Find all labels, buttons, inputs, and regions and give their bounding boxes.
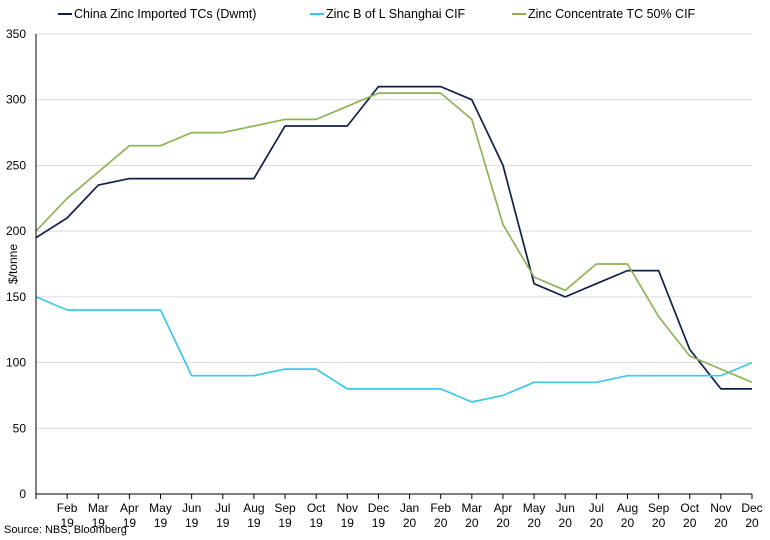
x-tick-label-month: Jun — [182, 501, 201, 515]
x-tick-label-month: Aug — [617, 501, 638, 515]
x-tick-label-month: Nov — [710, 501, 731, 515]
x-tick-label-month: Dec — [368, 501, 389, 515]
x-tick-label-year: 20 — [590, 516, 604, 530]
y-tick-label: 200 — [6, 224, 26, 238]
y-tick-label: 350 — [6, 27, 26, 41]
x-tick-label-month: May — [523, 501, 546, 515]
x-tick-label-year: 20 — [559, 516, 573, 530]
x-tick-label-year: 19 — [216, 516, 230, 530]
x-tick-label-year: 19 — [309, 516, 323, 530]
x-tick-label-year: 20 — [496, 516, 510, 530]
x-axis-ticks: Feb19Mar19Apr19May19Jun19Jul19Aug19Sep19… — [57, 501, 763, 530]
x-tick-label-year: 19 — [185, 516, 199, 530]
x-tick-label-month: Mar — [461, 501, 482, 515]
x-tick-label-month: Jul — [215, 501, 230, 515]
x-tick-label-month: Jul — [589, 501, 604, 515]
x-tick-label-year: 19 — [92, 516, 106, 530]
x-tick-label-year: 20 — [714, 516, 728, 530]
legend: China Zinc Imported TCs (Dwmt) Zinc B of … — [58, 7, 696, 21]
x-tick-label-year: 20 — [465, 516, 479, 530]
x-tick-label-month: Feb — [430, 501, 451, 515]
x-tick-label-month: Apr — [120, 501, 139, 515]
y-tick-label: 300 — [6, 93, 26, 107]
x-tick-label-month: Apr — [494, 501, 513, 515]
y-axis-ticks: 0 50 100 150 200 250 300 350 — [6, 27, 26, 501]
gridlines — [36, 33, 752, 429]
y-axis-title: $/tonne — [6, 244, 20, 284]
x-tick-label-year: 19 — [372, 516, 386, 530]
x-tick-label-month: Sep — [648, 501, 670, 515]
x-tick-label-year: 19 — [60, 516, 74, 530]
x-tick-label-year: 20 — [652, 516, 666, 530]
y-tick-label: 0 — [19, 487, 26, 501]
legend-label: China Zinc Imported TCs (Dwmt) — [74, 7, 256, 21]
x-tick-label-month: Dec — [741, 501, 762, 515]
legend-label: Zinc B of L Shanghai CIF — [326, 7, 466, 21]
y-tick-label: 150 — [6, 290, 26, 304]
x-tick-label-month: Sep — [274, 501, 296, 515]
series-line-1 — [35, 296, 753, 403]
x-tick-label-year: 19 — [341, 516, 355, 530]
x-tick-label-month: Jan — [400, 501, 419, 515]
series-line-2 — [35, 92, 753, 384]
x-tick-label-year: 19 — [247, 516, 261, 530]
legend-label: Zinc Concentrate TC 50% CIF — [528, 7, 696, 21]
x-tick-label-month: Oct — [307, 501, 326, 515]
source-note: Source: NBS, Bloomberg — [4, 524, 127, 536]
series-line-0 — [35, 85, 752, 390]
x-tick-label-year: 20 — [434, 516, 448, 530]
x-tick-label-year: 19 — [278, 516, 292, 530]
x-tick-label-month: Aug — [243, 501, 264, 515]
x-tick-label-month: May — [149, 501, 172, 515]
y-tick-label: 100 — [6, 356, 26, 370]
x-tick-label-year: 20 — [621, 516, 635, 530]
y-tick-label: 50 — [13, 421, 27, 435]
x-tick-label-month: Mar — [88, 501, 109, 515]
x-tick-label-month: Nov — [337, 501, 358, 515]
series-lines — [35, 85, 753, 403]
x-tick-label-year: 19 — [123, 516, 137, 530]
x-tick-label-year: 20 — [403, 516, 417, 530]
x-tick-label-year: 20 — [745, 516, 759, 530]
axes — [35, 34, 753, 499]
x-tick-label-month: Jun — [556, 501, 575, 515]
x-tick-label-year: 19 — [154, 516, 168, 530]
x-tick-label-month: Feb — [57, 501, 78, 515]
y-tick-label: 250 — [6, 158, 26, 172]
x-tick-label-year: 20 — [683, 516, 697, 530]
x-tick-label-year: 20 — [527, 516, 541, 530]
x-tick-label-month: Oct — [680, 501, 699, 515]
